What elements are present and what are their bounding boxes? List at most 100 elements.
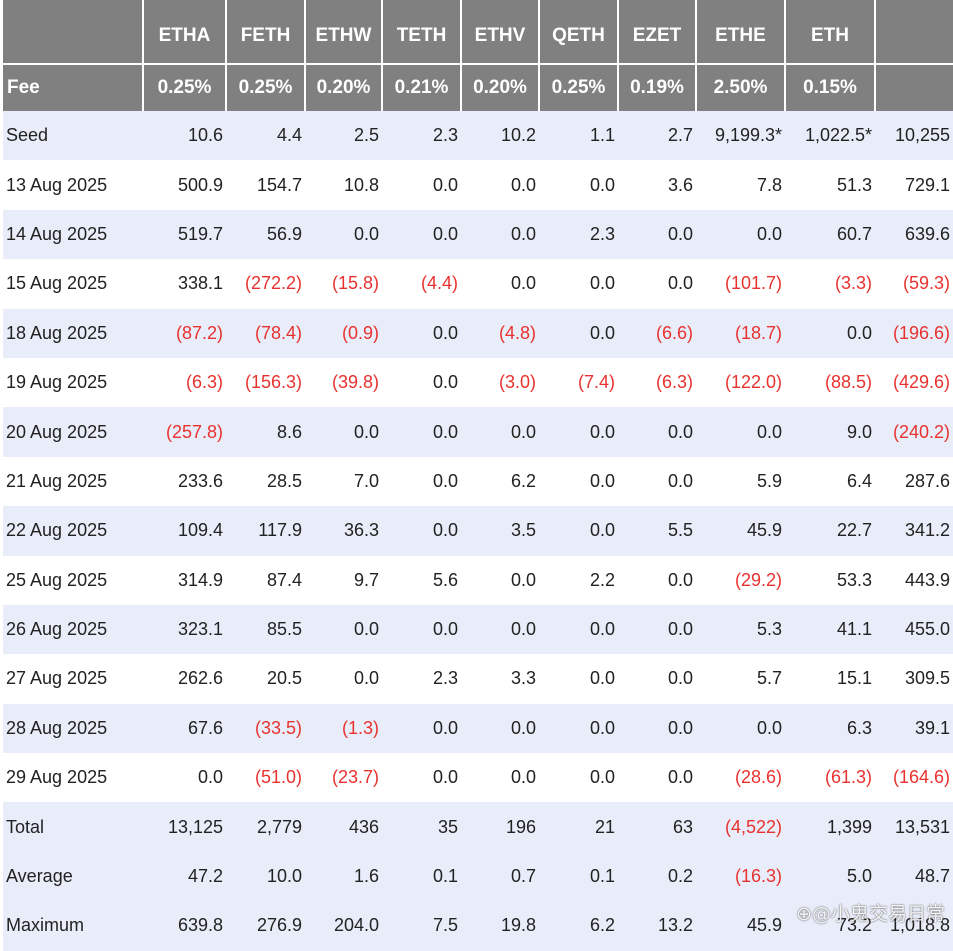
value-cell: 0.0: [539, 308, 618, 358]
value-cell: (6.3): [618, 357, 696, 408]
value-cell: 309.5: [875, 654, 953, 704]
fee-cell: [875, 63, 953, 111]
value-cell: 10,255: [875, 111, 953, 161]
summary-row: Average 47.2 10.0 1.6 0.1 0.7 0.1 0.2 (16.3) 5.0 4…: [3, 851, 953, 902]
value-cell: 5.9: [696, 456, 785, 507]
value-cell: 5.0: [785, 851, 875, 902]
watermark: ⊕@小鬼交易日常: [796, 903, 945, 925]
row-label: 14 Aug 2025: [3, 209, 143, 260]
row-label: Seed: [3, 111, 143, 161]
row-label: 15 Aug 2025: [3, 259, 143, 309]
fee-cell: 0.25%: [539, 63, 619, 111]
table-row: 25 Aug 2025 314.9 87.4 9.7 5.6 0.0 2.2 0.0 (29.2…: [3, 555, 953, 605]
value-cell: 10.0: [226, 851, 305, 902]
corner-cell: [3, 0, 144, 64]
value-cell: 639.8: [143, 901, 226, 951]
value-cell: 0.0: [539, 407, 618, 457]
row-label: 20 Aug 2025: [3, 407, 143, 457]
value-cell: (88.5): [785, 357, 875, 408]
row-label: 13 Aug 2025: [3, 160, 143, 210]
value-cell: 0.0: [461, 555, 539, 605]
value-cell: 0.0: [382, 604, 461, 655]
value-cell: 0.0: [382, 308, 461, 358]
value-cell: 262.6: [143, 654, 226, 704]
table-row: 13 Aug 2025 500.9 154.7 10.8 0.0 0.0 0.0 3.6 7.8…: [3, 160, 953, 210]
value-cell: (4.8): [461, 308, 539, 358]
value-cell: 6.4: [785, 456, 875, 507]
table-row: 29 Aug 2025 0.0 (51.0) (23.7) 0.0 0.0 0.0 0.0 (2…: [3, 753, 953, 803]
value-cell: 60.7: [785, 209, 875, 260]
value-cell: 729.1: [875, 160, 953, 210]
value-cell: 15.1: [785, 654, 875, 704]
table-row: 28 Aug 2025 67.6 (33.5) (1.3) 0.0 0.0 0.0 0.0 0.…: [3, 703, 953, 754]
value-cell: 3.3: [461, 654, 539, 704]
value-cell: 0.0: [539, 654, 618, 704]
value-cell: 2.5: [305, 111, 382, 161]
value-cell: (7.4): [539, 357, 618, 408]
value-cell: 0.0: [618, 753, 696, 803]
row-label: Average: [3, 851, 143, 902]
table-row: 18 Aug 2025 (87.2) (78.4) (0.9) 0.0 (4.8) 0.0(…: [3, 308, 953, 358]
value-cell: 10.6: [143, 111, 226, 161]
value-cell: 314.9: [143, 555, 226, 605]
value-cell: 0.0: [382, 209, 461, 260]
value-cell: (18.7): [696, 308, 785, 358]
value-cell: (51.0): [226, 753, 305, 803]
value-cell: (61.3): [785, 753, 875, 803]
value-cell: 0.0: [461, 259, 539, 309]
value-cell: 0.0: [539, 160, 618, 210]
ticker-header: ETH: [785, 0, 876, 64]
ticker-header: ETHV: [461, 0, 540, 64]
value-cell: 0.0: [382, 456, 461, 507]
value-cell: (429.6): [875, 357, 953, 408]
value-cell: 13,531: [875, 802, 953, 852]
table-row: 26 Aug 2025 323.1 85.5 0.0 0.0 0.0 0.0 0.0 5.3 41…: [3, 604, 953, 655]
value-cell: 109.4: [143, 506, 226, 556]
value-cell: (59.3): [875, 259, 953, 309]
value-cell: 56.9: [226, 209, 305, 260]
value-cell: (240.2): [875, 407, 953, 457]
value-cell: 0.0: [382, 357, 461, 408]
value-cell: 0.0: [461, 160, 539, 210]
value-cell: 0.0: [461, 407, 539, 457]
value-cell: 21: [539, 802, 618, 852]
fee-cell: 0.19%: [618, 63, 697, 111]
value-cell: 35: [382, 802, 461, 852]
value-cell: (156.3): [226, 357, 305, 408]
value-cell: 3.6: [618, 160, 696, 210]
ticker-header: TETH: [382, 0, 462, 64]
value-cell: 0.0: [618, 259, 696, 309]
value-cell: 5.3: [696, 604, 785, 655]
table-row: 20 Aug 2025 (257.8) 8.6 0.0 0.0 0.0 0.0 0.0 0.0 9…: [3, 407, 953, 457]
value-cell: 0.0: [696, 209, 785, 260]
table-row: 21 Aug 2025 233.6 28.5 7.0 0.0 6.2 0.0 0.0 5.9 6.…: [3, 456, 953, 507]
value-cell: 0.0: [382, 160, 461, 210]
value-cell: 276.9: [226, 901, 305, 951]
value-cell: 338.1: [143, 259, 226, 309]
value-cell: 0.0: [618, 604, 696, 655]
value-cell: 10.8: [305, 160, 382, 210]
table-header: ETHA FETH ETHW TETH ETHV QETH EZET ETHE …: [3, 0, 953, 111]
ticker-header: FETH: [226, 0, 306, 64]
value-cell: 0.0: [618, 407, 696, 457]
row-label: 19 Aug 2025: [3, 357, 143, 408]
value-cell: 204.0: [305, 901, 382, 951]
value-cell: 8.6: [226, 407, 305, 457]
value-cell: 0.0: [382, 753, 461, 803]
value-cell: 639.6: [875, 209, 953, 260]
value-cell: 0.7: [461, 851, 539, 902]
value-cell: (6.3): [143, 357, 226, 408]
ticker-header: [875, 0, 953, 64]
value-cell: 9,199.3*: [696, 111, 785, 161]
value-cell: 0.0: [305, 407, 382, 457]
fee-cell: 0.25%: [226, 63, 306, 111]
value-cell: 0.0: [618, 703, 696, 754]
row-label: 28 Aug 2025: [3, 703, 143, 754]
value-cell: 51.3: [785, 160, 875, 210]
value-cell: 13,125: [143, 802, 226, 852]
value-cell: (1.3): [305, 703, 382, 754]
ticker-header: QETH: [539, 0, 619, 64]
value-cell: (257.8): [143, 407, 226, 457]
value-cell: (164.6): [875, 753, 953, 803]
fee-cell: 0.20%: [461, 63, 540, 111]
